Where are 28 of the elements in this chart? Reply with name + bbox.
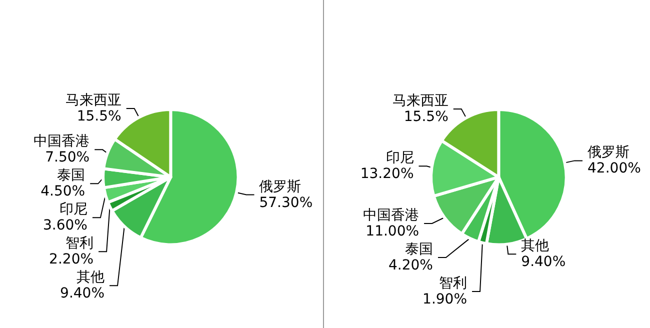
slice-label: 中国香港 [34, 134, 90, 150]
data-label: 2.20% [49, 252, 94, 268]
data-label: 42.00% [588, 160, 641, 177]
data-label: 9.40% [60, 286, 105, 302]
slice-label: 智利 [439, 275, 468, 292]
data-label: 4.20% [388, 257, 433, 274]
data-label: 3.60% [42, 218, 88, 234]
data-label: 7.50% [45, 150, 90, 166]
data-label: 15.5% [404, 109, 448, 126]
slice-label: 智利 [66, 236, 94, 252]
slice-label: 俄罗斯 [259, 178, 302, 195]
slice-label: 印尼 [386, 150, 414, 166]
slice-label: 泰国 [57, 168, 86, 184]
data-label: 57.30% [259, 194, 313, 211]
slice-label: 印尼 [59, 202, 88, 218]
data-label: 9.40% [521, 254, 566, 270]
data-label: 15.5% [76, 108, 122, 125]
slice-label: 马来西亚 [65, 92, 122, 109]
slice-label: 其他 [521, 238, 550, 254]
slice-label: 其他 [76, 270, 105, 286]
slice-label: 俄罗斯 [588, 144, 630, 161]
slice-label: 泰国 [404, 241, 433, 258]
data-label: 1.90% [422, 291, 468, 308]
slice-label: 马来西亚 [392, 93, 448, 110]
data-label: 4.50% [40, 184, 86, 200]
data-label: 11.00% [366, 223, 420, 240]
slice-label: 中国香港 [363, 207, 420, 224]
data-label: 13.20% [360, 166, 414, 182]
